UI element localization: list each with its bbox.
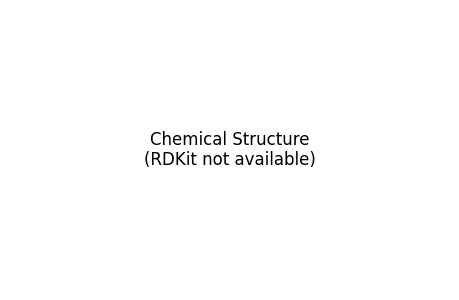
Text: Chemical Structure
(RDKit not available): Chemical Structure (RDKit not available): [144, 130, 315, 170]
